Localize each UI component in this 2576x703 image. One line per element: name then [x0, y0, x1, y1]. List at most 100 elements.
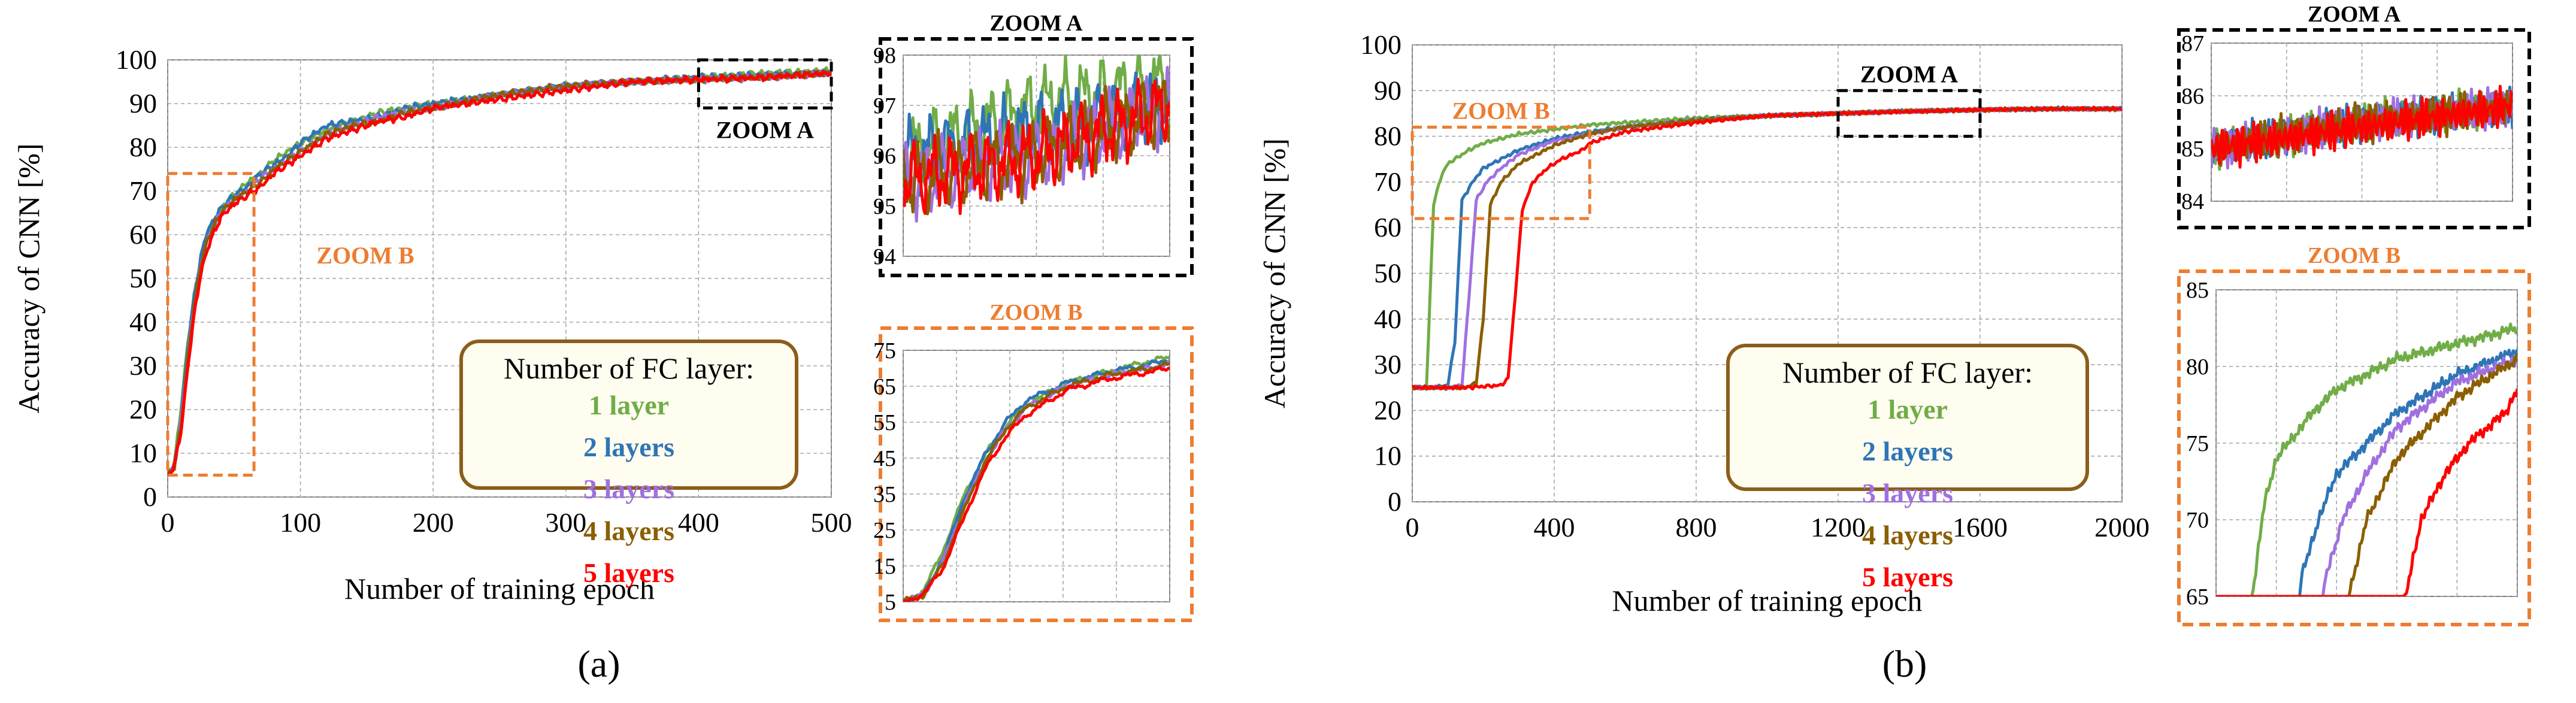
- panel-a-zoom-a-ytick: 98: [873, 43, 896, 68]
- panel-a-ytick: 0: [143, 481, 157, 512]
- panel-a-zoom-a-frame: [879, 37, 1194, 277]
- panel-b-zoom-b-frame: [2177, 269, 2531, 626]
- panel-b-y-axis-label: Accuracy of CNN [%]: [1258, 138, 1291, 408]
- panel-b-main-series-5: [1412, 105, 2122, 391]
- panel-b-zoom-b-ytick: 70: [2186, 508, 2209, 533]
- panel-b-zoom-a-label: ZOOM A: [1860, 60, 1958, 87]
- panel-b-legend-box: [1726, 344, 2089, 491]
- panel-a-zoom-b-ytick: 5: [885, 590, 896, 615]
- panel-a: 0 100 200 300 400 500 0 10 20 30 40 50 60 70 80 90 100 Nu…: [12, 11, 1194, 685]
- panel-a-zoom-a-ytick: 95: [873, 194, 896, 219]
- panel-a-zoom-b-ytick: 75: [873, 338, 896, 363]
- panel-b-zoom-a-box: [1836, 89, 1982, 138]
- panel-a-main-series-5: [168, 69, 831, 477]
- panel-b-xtick: 800: [1676, 512, 1717, 543]
- panel-a-zoom-a-ytick: 96: [873, 144, 896, 169]
- panel-a-xtick: 300: [545, 507, 586, 538]
- panel-b-ytick: 90: [1374, 75, 1401, 105]
- panel-b-ytick: 10: [1374, 441, 1401, 471]
- panel-b-zoom-b-ytick: 65: [2186, 584, 2209, 610]
- panel-a-zoom-b-ytick: 35: [873, 482, 896, 507]
- panel-b-zoom-b-series-5: [2216, 388, 2517, 596]
- panel-a-ytick: 30: [129, 350, 157, 381]
- panel-b-zoom-b-series-1: [2216, 322, 2517, 596]
- panel-b-ytick: 70: [1374, 166, 1401, 197]
- panel-a-ytick: 10: [129, 438, 157, 468]
- panel-b-x-axis-label: Number of training epoch: [1612, 584, 1923, 617]
- panel-a-legend-title: Number of FC layer:: [504, 352, 754, 385]
- panel-a-zoom-b-ytick: 65: [873, 374, 896, 399]
- panel-b-zoom-b-title: ZOOM B: [2308, 243, 2401, 268]
- panel-b-legend-entry-4: 4 layers: [1862, 520, 1953, 550]
- panel-b-legend-entry-2: 2 layers: [1862, 436, 1953, 466]
- panel-b-ytick: 0: [1388, 486, 1401, 517]
- panel-b-zoom-b-label: ZOOM B: [1452, 97, 1549, 124]
- panel-a-zoom-a-title: ZOOM A: [989, 11, 1083, 36]
- panel-b-zoom-a-title: ZOOM A: [2308, 2, 2401, 27]
- panel-a-legend-entry-4: 4 layers: [583, 516, 674, 546]
- panel-a-xtick: 400: [678, 507, 719, 538]
- panel-a-legend-entry-3: 3 layers: [583, 474, 674, 504]
- panel-a-zoom-a-ytick: 94: [873, 244, 896, 269]
- panel-b-zoom-b-series-4: [2216, 354, 2517, 596]
- panel-a-zoom-b-series-2: [903, 359, 1170, 602]
- panel-a-zoom-a-series-5: [903, 77, 1170, 216]
- panel-b-panel-label: (b): [1882, 643, 1927, 685]
- panel-b-zoom-b-ytick: 75: [2186, 431, 2209, 456]
- panel-a-zoom-a-ytick: 97: [873, 93, 896, 119]
- panel-b-zoom-a-frame: [2177, 28, 2531, 229]
- panel-b-zoom-a-ytick: 85: [2181, 137, 2204, 162]
- panel-b-xtick: 0: [1406, 512, 1419, 543]
- panel-a-x-axis-label: Number of training epoch: [344, 572, 655, 605]
- panel-b-xtick: 400: [1534, 512, 1575, 543]
- panel-b-zoom-b-series-3: [2216, 356, 2517, 596]
- panel-b-ytick: 60: [1374, 212, 1401, 243]
- panel-a-zoom-b-title: ZOOM B: [989, 300, 1082, 325]
- panel-a-legend-entry-5: 5 layers: [583, 557, 674, 588]
- panel-b-legend-entry-3: 3 layers: [1862, 478, 1953, 508]
- panel-a-y-axis-label: Accuracy of CNN [%]: [12, 143, 46, 413]
- panel-b-zoom-a-ytick: 84: [2181, 189, 2204, 214]
- panel-a-zoom-b-label: ZOOM B: [316, 242, 414, 269]
- panel-b-zoom-b-ytick: 80: [2186, 354, 2209, 380]
- panel-a-zoom-b-ytick: 15: [873, 554, 896, 579]
- panel-a-zoom-b-ytick: 55: [873, 410, 896, 435]
- panel-a-ytick: 100: [116, 44, 157, 75]
- panel-b-zoom-a-series-5: [2211, 84, 2513, 169]
- panel-a-xtick: 200: [413, 507, 454, 538]
- panel-b-ytick: 80: [1374, 121, 1401, 151]
- panel-a-ytick: 70: [129, 175, 157, 206]
- panel-a-legend-box: [459, 340, 798, 490]
- panel-a-ytick: 80: [129, 132, 157, 162]
- panel-b-zoom-a-ytick: 86: [2181, 84, 2204, 109]
- panel-a-ytick: 20: [129, 394, 157, 425]
- panel-a-ytick: 50: [129, 263, 157, 293]
- panel-a-xtick: 0: [161, 507, 175, 538]
- panel-b-zoom-b-ytick: 85: [2186, 278, 2209, 303]
- panel-b-xtick: 1600: [1953, 512, 2008, 543]
- panel-b-legend-title: Number of FC layer:: [1782, 356, 2033, 389]
- panel-a-xtick: 500: [811, 507, 852, 538]
- panel-a-zoom-a-label: ZOOM A: [716, 116, 814, 143]
- panel-a-legend-entry-1: 1 layer: [589, 390, 669, 420]
- panel-b: 0 400 800 1200 1600 2000 0 10 20 30 40 50 60 70 80 90 10…: [1258, 2, 2531, 685]
- panel-a-xtick: 100: [280, 507, 321, 538]
- panel-a-zoom-b-series-5: [903, 365, 1170, 602]
- panel-a-ytick: 60: [129, 219, 157, 250]
- panel-b-legend-entry-5: 5 layers: [1862, 562, 1953, 592]
- panel-a-zoom-a-box: [697, 58, 833, 110]
- panel-b-ytick: 50: [1374, 258, 1401, 289]
- panel-b-zoom-b-series-2: [2216, 349, 2517, 596]
- panel-a-legend-entry-2: 2 layers: [583, 432, 674, 462]
- panel-b-ytick: 20: [1374, 395, 1401, 425]
- panel-b-zoom-a-ytick: 87: [2181, 31, 2204, 56]
- panel-a-zoom-b-frame: [879, 326, 1194, 622]
- panel-a-zoom-b-ytick: 25: [873, 518, 896, 543]
- panel-b-xtick: 2000: [2094, 512, 2150, 543]
- panel-b-legend-entry-1: 1 layer: [1867, 394, 1948, 425]
- panel-b-ytick: 30: [1374, 349, 1401, 380]
- panel-a-ytick: 90: [129, 88, 157, 119]
- panel-b-xtick: 1200: [1811, 512, 1866, 543]
- panel-b-ytick: 100: [1360, 29, 1401, 60]
